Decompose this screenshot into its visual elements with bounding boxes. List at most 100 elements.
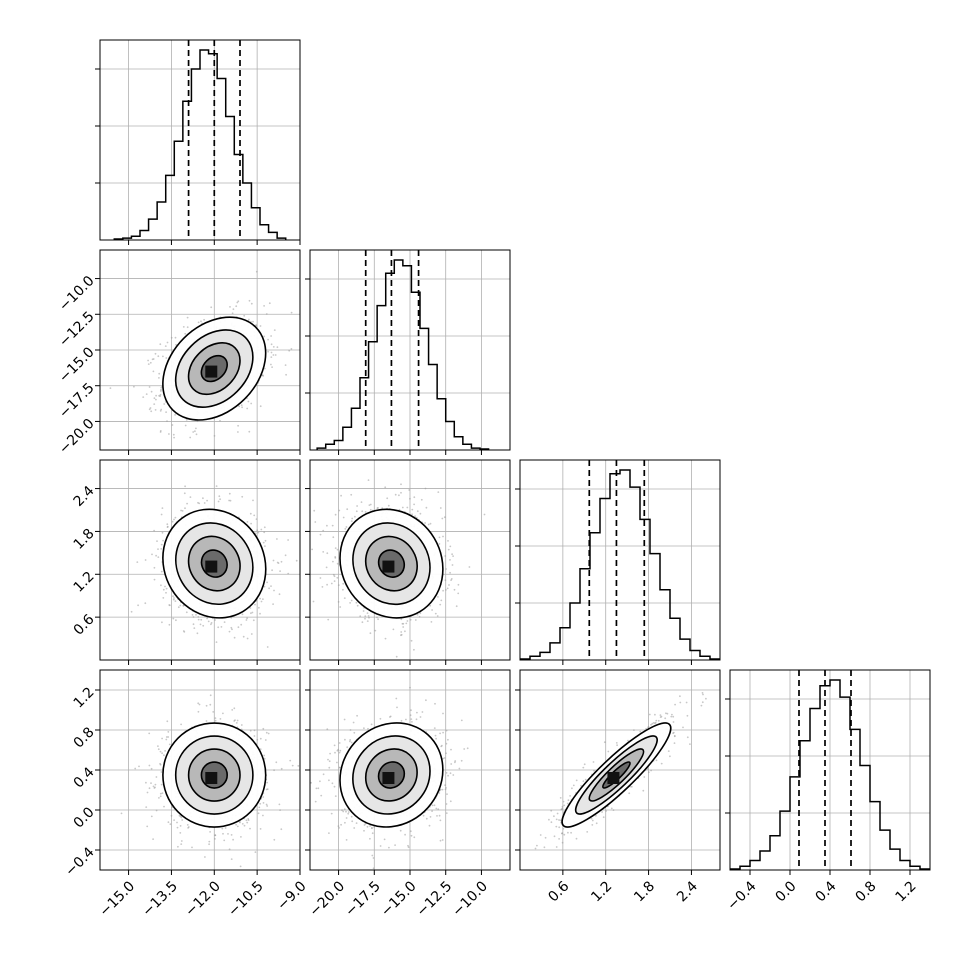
sample-point xyxy=(451,553,453,556)
sample-point xyxy=(425,506,428,509)
sample-point xyxy=(109,387,112,389)
sample-point xyxy=(420,498,423,501)
sample-point xyxy=(429,604,432,607)
sample-point xyxy=(442,589,444,592)
sample-point xyxy=(219,498,222,501)
sample-point xyxy=(146,825,149,828)
sample-point xyxy=(278,593,281,596)
sample-point xyxy=(394,493,397,496)
sample-point xyxy=(400,631,403,633)
sample-point xyxy=(387,504,390,507)
sample-point xyxy=(179,825,182,827)
sample-point xyxy=(166,341,169,344)
sample-point xyxy=(367,615,370,617)
sample-point xyxy=(162,539,165,542)
sample-point xyxy=(312,600,315,603)
sample-point xyxy=(233,636,236,639)
sample-point xyxy=(310,781,312,784)
sample-point xyxy=(449,772,452,775)
sample-point xyxy=(248,318,250,321)
sample-point xyxy=(404,630,406,633)
sample-point xyxy=(349,602,351,604)
sample-point xyxy=(187,826,190,828)
sample-point xyxy=(272,346,275,348)
sample-point xyxy=(224,827,227,829)
sample-point xyxy=(322,529,325,532)
sample-point xyxy=(279,809,281,811)
sample-point xyxy=(243,314,246,317)
sample-point xyxy=(138,765,140,768)
sample-point xyxy=(160,543,163,546)
sample-point xyxy=(155,776,158,778)
sample-point xyxy=(250,612,252,615)
sample-point xyxy=(165,357,168,359)
sample-point xyxy=(214,717,217,719)
sample-point xyxy=(161,507,164,509)
sample-point xyxy=(148,386,151,388)
sample-point xyxy=(219,718,222,720)
sample-point xyxy=(197,501,199,504)
sample-point xyxy=(416,510,419,513)
sample-point xyxy=(189,436,192,439)
sample-point xyxy=(237,626,240,629)
sample-point xyxy=(241,613,244,616)
sample-point xyxy=(207,620,210,623)
sample-point xyxy=(346,508,349,511)
sample-point xyxy=(445,589,447,591)
sample-point xyxy=(197,702,200,705)
sample-point xyxy=(444,579,447,582)
sample-point xyxy=(159,410,162,412)
sample-point xyxy=(165,591,167,594)
sample-point xyxy=(314,800,317,803)
sample-point xyxy=(228,492,231,495)
sample-point xyxy=(217,500,220,503)
sample-point xyxy=(158,372,161,375)
sample-point xyxy=(334,557,337,559)
sample-point xyxy=(241,823,244,825)
sample-point xyxy=(451,564,454,566)
sample-point xyxy=(441,517,444,520)
sample-point xyxy=(150,767,153,770)
sample-point xyxy=(158,797,160,799)
sample-point xyxy=(344,528,347,530)
sample-point xyxy=(287,572,290,575)
sample-point xyxy=(425,699,427,702)
sample-point xyxy=(363,829,365,832)
sample-point xyxy=(228,848,231,851)
sample-point xyxy=(193,627,196,629)
sample-point xyxy=(203,502,206,504)
sample-point xyxy=(279,570,281,572)
sample-point xyxy=(153,403,156,405)
sample-point xyxy=(371,832,374,835)
sample-point xyxy=(184,332,187,335)
sample-point xyxy=(173,436,176,439)
sample-point xyxy=(252,619,255,622)
sample-point xyxy=(311,548,313,551)
sample-point xyxy=(212,711,215,713)
sample-point xyxy=(152,785,155,788)
sample-point xyxy=(162,597,165,599)
sample-point xyxy=(452,555,454,557)
sample-point xyxy=(236,719,239,722)
sample-point xyxy=(250,633,253,635)
sample-point xyxy=(151,553,153,556)
sample-point xyxy=(162,588,165,591)
sample-point xyxy=(332,536,335,539)
sample-point xyxy=(154,786,156,789)
sample-point xyxy=(411,721,413,723)
sample-point xyxy=(366,620,369,622)
scatter-panel-2-0 xyxy=(95,459,301,665)
sample-point xyxy=(355,510,358,513)
sample-point xyxy=(217,626,220,629)
sample-point xyxy=(214,719,217,722)
sample-point xyxy=(442,535,444,538)
sample-point xyxy=(176,821,178,824)
sample-point xyxy=(233,707,236,710)
sample-point xyxy=(364,615,367,617)
sample-point xyxy=(413,496,416,499)
sample-point xyxy=(263,531,266,534)
sample-point xyxy=(290,311,293,314)
sample-point xyxy=(239,865,242,868)
sample-point xyxy=(334,547,337,549)
sample-point xyxy=(152,838,155,840)
